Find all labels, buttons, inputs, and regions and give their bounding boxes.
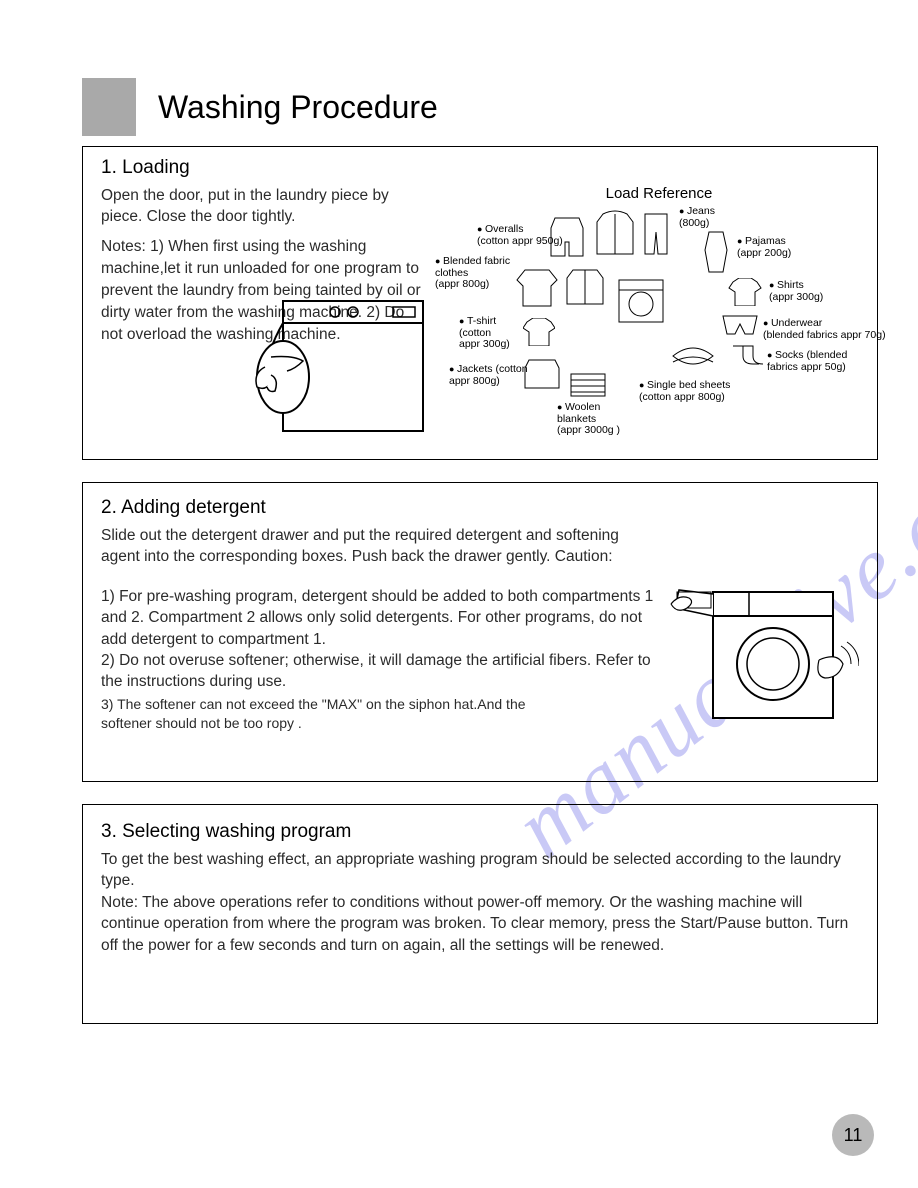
sheets-icon [671, 346, 715, 368]
section3-heading: 3. Selecting washing program [101, 821, 859, 843]
lbl-woolen: Woolen blankets (appr 3000g ) [557, 402, 620, 437]
title-row: Washing Procedure [82, 78, 882, 136]
section1-heading: 1. Loading [101, 157, 859, 179]
jacket-icon [523, 356, 561, 390]
section2-heading: 2. Adding detergent [101, 497, 859, 519]
blended-icon [515, 264, 559, 308]
page-number-badge: 11 [832, 1114, 874, 1156]
section2-p3: 3) The softener can not exceed the "MAX"… [101, 695, 541, 733]
lbl-pajamas: Pajamas (appr 200g) [737, 236, 791, 259]
section1-intro: Open the door, put in the laundry piece … [101, 185, 431, 228]
lbl-jeans: Jeans (800g) [679, 206, 715, 229]
section-program: 3. Selecting washing program To get the … [82, 804, 878, 1024]
lbl-shirts: Shirts (appr 300g) [769, 280, 823, 303]
shirt-icon [727, 278, 763, 306]
underwear-icon [721, 314, 759, 336]
socks-icon [729, 344, 763, 366]
lbl-socks: Socks (blended fabrics appr 50g) [767, 350, 847, 373]
lbl-blended: Blended fabric clothes (appr 800g) [435, 256, 510, 291]
pajamas-icon [703, 230, 729, 274]
lbl-jackets: Jackets (cotton appr 800g) [449, 364, 528, 387]
blanket-icon [569, 370, 607, 400]
section2-p1: 1) For pre-washing program, detergent sh… [101, 586, 657, 650]
section-loading: 1. Loading Open the door, put in the lau… [82, 146, 878, 460]
section2-intro: Slide out the detergent drawer and put t… [101, 525, 661, 568]
page-content: Washing Procedure 1. Loading Open the do… [82, 78, 882, 1024]
tshirt-icon [523, 318, 555, 346]
page-title: Washing Procedure [158, 89, 438, 126]
washing-machine-icon [253, 297, 443, 437]
coat-icon [595, 210, 635, 258]
lbl-tshirt: T-shirt (cotton appr 300g) [459, 316, 510, 351]
detergent-drawer-icon [669, 586, 859, 733]
lbl-overalls: Overalls (cotton appr 950g) [477, 224, 563, 247]
jeans-icon [641, 212, 671, 256]
section3-body: To get the best washing effect, an appro… [101, 849, 859, 956]
title-accent-block [82, 78, 136, 136]
lbl-underwear: Underwear (blended fabrics appr 70g) [763, 318, 886, 341]
section-detergent: 2. Adding detergent Slide out the deterg… [82, 482, 878, 782]
load-ref-title: Load Reference [459, 185, 859, 202]
lbl-sheets: Single bed sheets (cotton appr 800g) [639, 380, 730, 403]
washer-icon [615, 276, 667, 326]
section2-p2: 2) Do not overuse softener; otherwise, i… [101, 650, 657, 693]
page-number: 11 [844, 1125, 863, 1146]
sweater-icon [565, 264, 605, 308]
load-reference-diagram: Load Reference [459, 185, 859, 436]
